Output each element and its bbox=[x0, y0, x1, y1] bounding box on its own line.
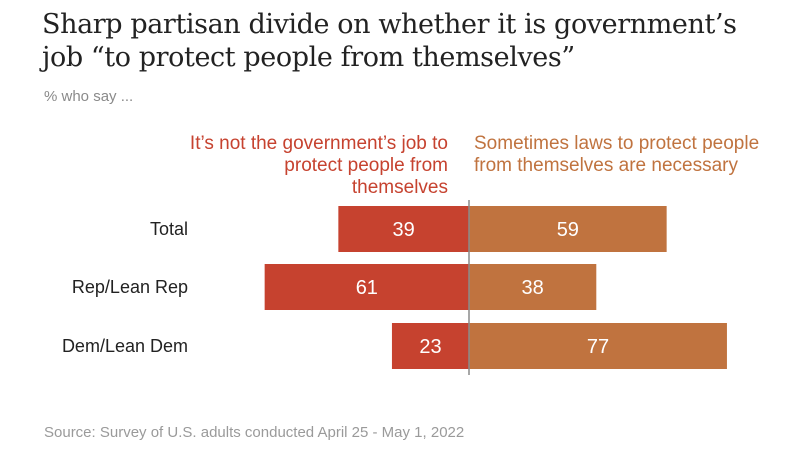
value-label-left-0: 39 bbox=[393, 219, 415, 241]
chart-title: Sharp partisan divide on whether it is g… bbox=[42, 9, 737, 73]
bar-left-1 bbox=[264, 264, 469, 310]
value-label-left-1: 61 bbox=[356, 277, 378, 299]
source-note: Source: Survey of U.S. adults conducted … bbox=[44, 424, 465, 441]
value-label-right-1: 38 bbox=[522, 277, 544, 299]
bar-right-1 bbox=[469, 264, 597, 310]
value-label-right-0: 59 bbox=[557, 219, 579, 241]
bar-right-0 bbox=[469, 206, 667, 252]
bar-right-2 bbox=[469, 323, 727, 369]
value-label-right-2: 77 bbox=[587, 336, 609, 358]
legend-right-series: Sometimes laws to protect people from th… bbox=[474, 133, 760, 176]
category-label-1: Rep/Lean Rep bbox=[72, 277, 188, 297]
category-label-0: Total bbox=[150, 219, 188, 239]
chart-subtitle: % who say ... bbox=[44, 88, 134, 105]
legend-left-series: It’s not the government’s job to protect… bbox=[189, 133, 448, 198]
bar-left-2 bbox=[391, 323, 469, 369]
category-label-2: Dem/Lean Dem bbox=[62, 336, 188, 356]
value-label-left-2: 23 bbox=[419, 336, 441, 358]
bar-left-0 bbox=[338, 206, 469, 252]
